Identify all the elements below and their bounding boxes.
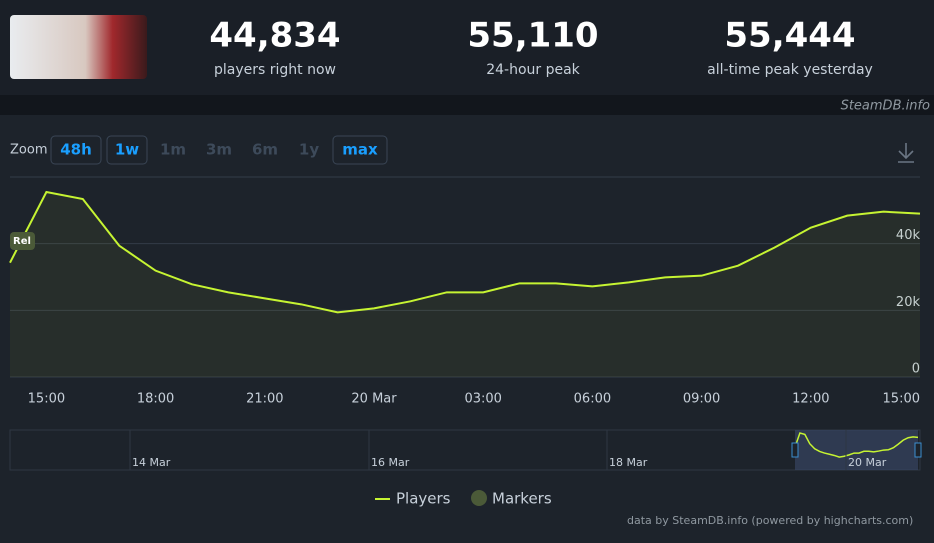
credit: data by SteamDB.info (powered by highcha… [627,514,913,527]
navigator-label: 18 Mar [609,456,648,469]
game-thumbnail [10,15,147,79]
stat-value: 44,834 [209,16,340,56]
x-tick-label: 18:00 [137,392,174,407]
zoom-option[interactable]: max [342,141,378,159]
x-tick-label: 09:00 [683,392,720,407]
line [9,190,921,314]
event-marker-label: Rel [13,236,31,247]
x-tick-label: 21:00 [246,392,283,407]
stat-label: players right now [214,62,336,78]
y-tick-label: 0 [912,362,920,377]
zoom-option[interactable]: 3m [206,141,232,159]
zoom-option[interactable]: 6m [252,141,278,159]
zoom-option[interactable]: 1m [160,141,186,159]
download-icon[interactable] [898,143,914,163]
zoom-option[interactable]: 1y [299,141,319,159]
event-marker [10,232,35,250]
stat-label: 24-hour peak [486,62,580,78]
x-tick-label: 06:00 [574,392,611,407]
x-tick-label: 03:00 [464,392,501,407]
y-tick-label: 40k [896,228,921,243]
navigator-handle[interactable] [914,442,922,458]
zoom-button[interactable] [50,135,102,165]
zoom-button[interactable] [332,135,388,165]
navigator-label: 16 Mar [371,456,410,469]
legend-swatch [471,490,487,506]
zoom-option[interactable]: 48h [60,141,92,159]
legend-label[interactable]: Markers [492,490,552,508]
navigator-label: 14 Mar [132,456,171,469]
x-tick-label: 20 Mar [351,392,397,407]
source-bar [0,95,934,115]
navigator-line [794,432,919,458]
source-link[interactable]: SteamDB.info [841,99,930,114]
stat-value: 55,444 [724,16,855,56]
x-tick-label: 15:00 [883,392,920,407]
navigator-handle[interactable] [791,442,799,458]
x-tick-label: 12:00 [792,392,829,407]
legend-label[interactable]: Players [396,490,451,508]
header-bar [0,0,934,95]
zoom-label: Zoom [10,143,47,158]
y-tick-label: 20k [896,295,921,310]
stat-label: all-time peak yesterday [707,62,873,78]
zoom-button[interactable] [106,135,148,165]
zoom-option[interactable]: 1w [115,141,139,159]
navigator-label: 20 Mar [848,456,887,469]
x-tick-label: 15:00 [28,392,65,407]
area [10,192,920,377]
stat-value: 55,110 [467,16,598,56]
